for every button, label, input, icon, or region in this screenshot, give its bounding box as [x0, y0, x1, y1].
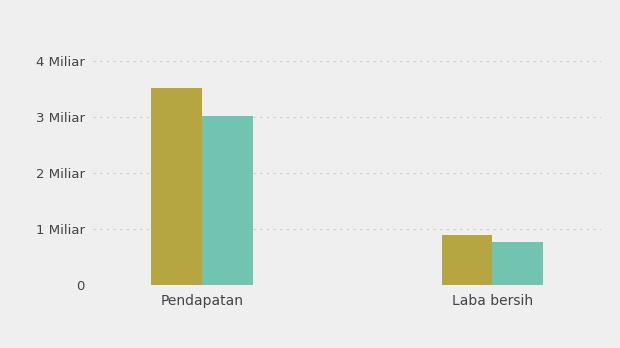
Bar — [151, 88, 202, 285]
Bar — [202, 116, 253, 285]
Bar — [492, 242, 543, 285]
Bar — [441, 235, 492, 285]
